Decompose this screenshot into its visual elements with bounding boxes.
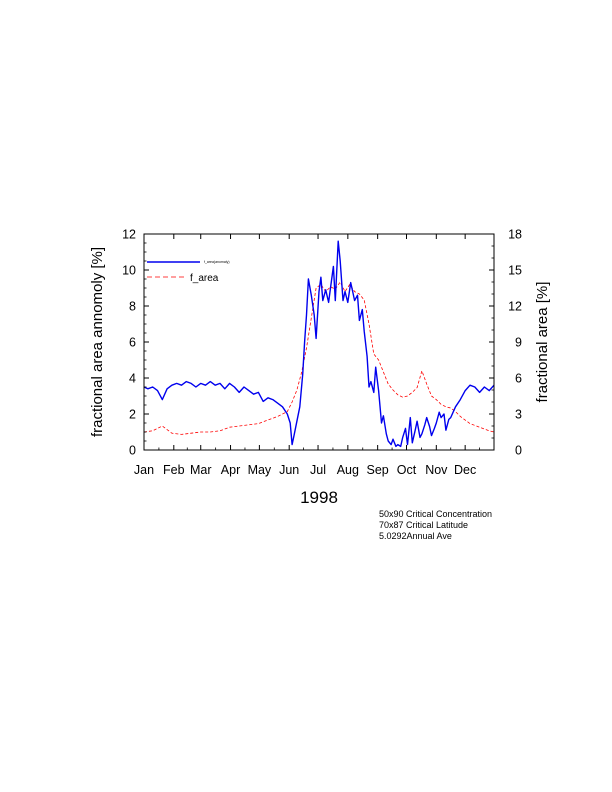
y-right-tick-label: 18	[508, 228, 522, 242]
y-right-tick-label: 12	[508, 300, 522, 314]
x-tick-label: Feb	[163, 463, 185, 477]
y-axis-label-left: fractional area annomoly [%]	[89, 247, 106, 437]
x-tick-label: Aug	[337, 463, 359, 477]
note-critical-latitude: 70x87 Critical Latitude	[379, 520, 469, 530]
x-tick-label: May	[248, 463, 272, 477]
y-left-tick-label: 4	[129, 372, 136, 386]
x-tick-label: Apr	[221, 463, 240, 477]
y-left-tick-label: 10	[122, 264, 136, 278]
x-tick-label: Jun	[279, 463, 299, 477]
y-left-tick-label: 2	[129, 408, 136, 422]
x-axis-label: 1998	[300, 488, 338, 507]
series-line-anomaly	[143, 240, 495, 448]
x-tick-label: Nov	[425, 463, 448, 477]
ticks-layer	[143, 233, 494, 451]
x-tick-label: Sep	[367, 463, 389, 477]
x-tick-label: Mar	[190, 463, 212, 477]
series-layer	[143, 240, 495, 448]
legend-label-f-area: f_area	[190, 273, 219, 284]
y-left-tick-label: 12	[122, 228, 136, 242]
y-axis-label-right: fractional area [%]	[534, 282, 551, 403]
legend-label-anomaly: f_area(anomaly)	[204, 260, 230, 264]
labels-layer: 0 2 4 6 8 10 12 0 3 6 9 12 15 18 Jan Feb Mar Apr May Jun Jul…	[122, 228, 522, 478]
y-right-tick-label: 0	[515, 444, 522, 458]
y-right-tick-label: 9	[515, 336, 522, 350]
x-tick-label: Dec	[454, 463, 476, 477]
note-critical-concentration: 50x90 Critical Concentration	[379, 509, 493, 519]
x-tick-label: Jul	[310, 463, 326, 477]
y-right-tick-label: 3	[515, 408, 522, 422]
x-tick-label: Oct	[397, 463, 417, 477]
y-left-tick-label: 8	[129, 300, 136, 314]
x-tick-label: Jan	[134, 463, 154, 477]
note-annual-average: 5.0292Annual Ave	[379, 531, 452, 541]
y-right-tick-label: 15	[508, 264, 522, 278]
y-right-tick-label: 6	[515, 372, 522, 386]
series-line-f-area	[143, 281, 495, 435]
y-left-tick-label: 0	[129, 444, 136, 458]
legend: f_area(anomaly) f_area	[147, 260, 229, 284]
y-left-tick-label: 6	[129, 336, 136, 350]
